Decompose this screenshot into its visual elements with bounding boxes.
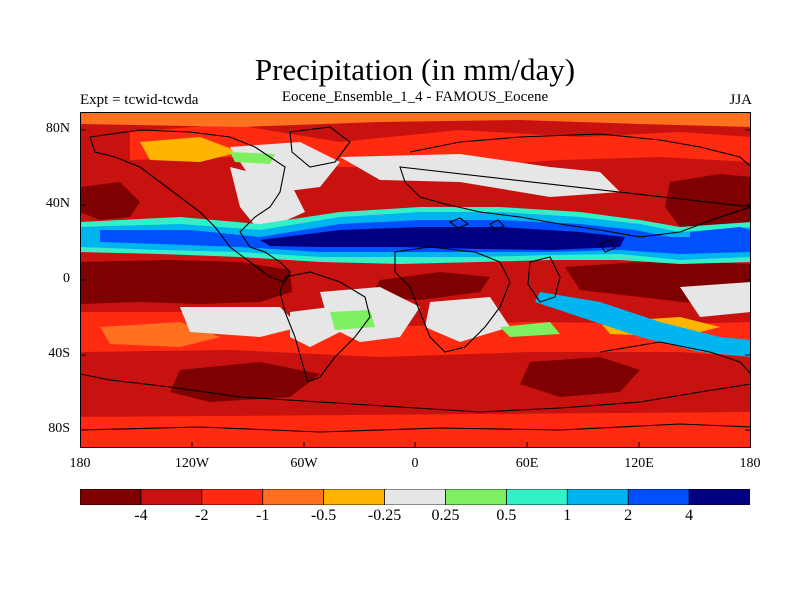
colorbar-swatch	[201, 489, 264, 505]
field-grey-eurasia	[340, 154, 620, 197]
colorbar-label: 0.5	[496, 507, 517, 524]
colorbar-label: -1	[256, 507, 270, 524]
field-navy-pacific	[690, 227, 751, 252]
colorbar	[80, 489, 750, 505]
ytick-40n: 40N	[45, 196, 70, 211]
xtick-180-west: 180	[69, 456, 91, 471]
field-navy-itcz	[260, 227, 625, 250]
field-darkred-north-pacific	[80, 182, 140, 220]
field-grey-southwest-pacific	[680, 282, 751, 317]
field-darkred-southern-indian	[520, 357, 640, 397]
colorbar-swatch	[505, 489, 569, 505]
xtick-120w: 120W	[174, 456, 210, 471]
field-grey-north-atlantic	[230, 167, 305, 232]
field-grey-south-indian	[425, 297, 510, 342]
colorbar-swatch	[566, 489, 630, 505]
experiment-label: Expt = tcwid-tcwda	[80, 92, 199, 108]
ytick-40s: 40S	[48, 346, 70, 361]
ytick-80n: 80N	[45, 121, 70, 136]
colorbar-label: -0.5	[310, 507, 337, 524]
coastlines	[80, 126, 751, 433]
coast-india	[527, 256, 561, 303]
plot-title: Precipitation (in mm/day)	[254, 52, 576, 87]
coast-north-america	[89, 129, 291, 283]
colorbar-swatch	[627, 489, 690, 505]
colorbar-swatch	[140, 489, 203, 505]
xtick-0: 0	[411, 456, 419, 471]
colorbar-swatch	[688, 489, 750, 505]
coast-south-america	[279, 271, 371, 383]
season-label: JJA	[729, 92, 752, 108]
colorbar-swatch	[262, 489, 325, 505]
xtick-60e: 60E	[515, 456, 539, 471]
colorbar-swatch	[323, 489, 386, 505]
field-yellow-northwest	[140, 137, 240, 162]
coast-greenland	[289, 126, 351, 168]
colorbar-swatch	[445, 489, 508, 505]
field-darkred-north-pacific-west	[665, 174, 751, 232]
colorbar-label: -0.25	[367, 507, 402, 524]
field-sh-blue-band	[535, 292, 751, 357]
coast-australia-antarctica	[80, 341, 751, 413]
field-green-indian	[500, 322, 560, 337]
coast-islands-tethys	[448, 217, 616, 253]
colorbar-label: 1	[563, 507, 572, 524]
field-darkred-tropical-east-pacific	[80, 260, 292, 304]
ensemble-label: Eocene_Ensemble_1_4 - FAMOUS_Eocene	[281, 89, 549, 105]
colorbar-label: 2	[624, 507, 633, 524]
colorbar-label: 0.25	[431, 507, 460, 524]
field-orange-north-polar	[80, 112, 751, 127]
xtick-120e: 120E	[624, 456, 654, 471]
colorbar-swatch	[384, 489, 447, 505]
ytick-80s: 80S	[48, 421, 70, 436]
colorbar-label: -2	[195, 507, 209, 524]
coast-europe-asia	[399, 133, 751, 238]
field-grey-southeast-pacific	[180, 307, 300, 337]
map-ticks	[80, 129, 751, 448]
colorbar-swatch	[80, 489, 142, 505]
colorbar-label: 4	[685, 507, 694, 524]
field-grey-south-america	[290, 307, 340, 347]
precipitation-map	[80, 112, 751, 448]
xtick-60w: 60W	[290, 456, 318, 471]
field-orange-south-polar	[80, 412, 751, 448]
coast-africa	[394, 246, 511, 353]
colorbar-label: -4	[134, 507, 148, 524]
ytick-0: 0	[63, 271, 70, 286]
field-green-north	[230, 152, 275, 164]
xtick-180-east: 180	[739, 456, 761, 471]
field-darkred-west-atlantic	[370, 272, 490, 300]
coast-antarctica	[80, 423, 751, 433]
